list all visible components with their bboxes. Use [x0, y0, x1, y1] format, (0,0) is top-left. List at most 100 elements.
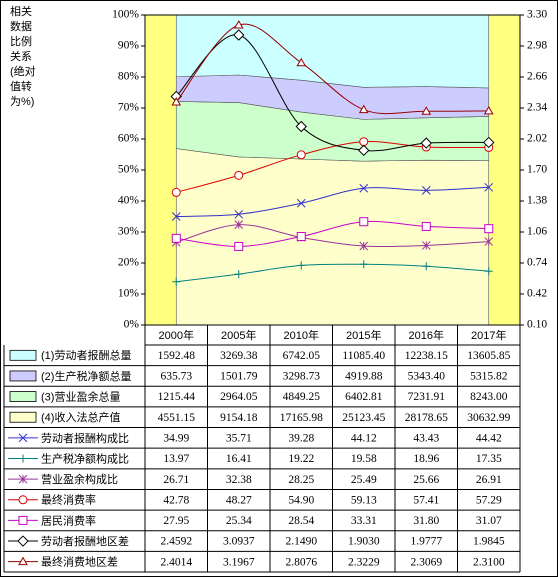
table-value: 16.41	[226, 453, 252, 465]
table-value: 17.35	[476, 453, 502, 465]
table-value: 3.0937	[223, 536, 255, 548]
marker	[233, 19, 244, 29]
table-value: 2.4014	[160, 556, 192, 568]
marker	[17, 535, 29, 547]
marker	[296, 232, 306, 242]
y-tick-label: 40%	[118, 195, 140, 207]
table-value: 12238.15	[405, 350, 448, 362]
table-value: 9154.18	[220, 412, 258, 424]
y-axis-label: 比例	[10, 34, 32, 48]
table-value: 4551.15	[158, 412, 196, 424]
legend-item: (1)劳动者报酬总量	[9, 348, 131, 362]
legend-label: 营业盈余构成比	[41, 472, 118, 486]
marker	[484, 237, 494, 246]
marker	[18, 433, 28, 443]
table-value: 13605.85	[467, 350, 510, 362]
table-value: 48.27	[226, 494, 252, 506]
marker	[18, 515, 28, 525]
y2-tick-label: 1.06	[527, 226, 547, 238]
table-value: 42.78	[163, 494, 189, 506]
y-tick-label: 30%	[118, 226, 140, 238]
y-axis-label: 关系	[10, 49, 32, 63]
table-value: 25.49	[351, 474, 377, 486]
marker	[234, 270, 243, 279]
legend-swatch	[9, 370, 37, 382]
table-value: 3298.73	[283, 371, 321, 383]
marker	[421, 106, 432, 115]
marker	[359, 183, 369, 193]
marker	[358, 144, 370, 157]
y-tick-label: 90%	[118, 40, 140, 52]
marker	[484, 224, 494, 234]
x-tick-label: 2010年	[284, 328, 319, 342]
marker	[421, 221, 431, 231]
x-tick-label: 2017年	[471, 328, 506, 342]
legend-item: 最终消费地区差	[8, 555, 118, 569]
marker	[296, 57, 307, 67]
x-tick-label: 2000年	[159, 328, 194, 342]
y-axis-label: 数据	[10, 19, 32, 33]
legend-item: (3)营业盈余总量	[9, 389, 120, 403]
marker	[233, 29, 245, 41]
table-value: 11085.40	[342, 350, 385, 362]
table-value: 1.9030	[348, 536, 380, 548]
legend-swatch	[9, 349, 37, 361]
table-value: 19.22	[288, 453, 314, 465]
legend-item: 劳动者报酬地区差	[8, 534, 129, 548]
table-value: 44.12	[351, 433, 377, 445]
y2-tick-label: 1.38	[527, 195, 547, 207]
legend-item: 最终消费率	[8, 493, 96, 507]
y-tick-label: 20%	[118, 257, 140, 269]
marker	[295, 120, 307, 133]
table-value: 31.07	[476, 515, 502, 527]
table-value: 27.95	[163, 515, 189, 527]
table-value: 5343.40	[408, 371, 446, 383]
y2-tick-label: 0.42	[527, 288, 547, 300]
legend-label: 居民消费率	[41, 513, 96, 527]
table-value: 2.8076	[285, 556, 317, 568]
legend-item: 生产税净额构成比	[8, 451, 129, 465]
legend-label: 生产税净额构成比	[41, 451, 129, 465]
table-value: 2.3100	[473, 556, 505, 568]
table-value: 28.54	[288, 515, 314, 527]
table-value: 635.73	[160, 371, 192, 383]
y2-tick-label: 0.74	[527, 257, 547, 269]
marker	[234, 241, 244, 251]
table-value: 39.28	[288, 433, 314, 445]
table-value: 5315.82	[470, 371, 508, 383]
legend-item: 劳动者报酬构成比	[8, 431, 129, 445]
marker	[359, 217, 369, 227]
table-value: 4919.88	[345, 371, 383, 383]
marker	[296, 198, 306, 208]
table-value: 57.41	[413, 494, 439, 506]
marker	[18, 495, 28, 505]
marker	[296, 150, 306, 160]
table-value: 6742.05	[283, 350, 321, 362]
y2-tick-label: 2.34	[527, 102, 547, 114]
legend-label: (4)收入法总产值	[41, 410, 120, 424]
table-value: 18.96	[413, 453, 439, 465]
y2-tick-label: 2.02	[527, 133, 547, 145]
table-value: 4849.25	[283, 391, 321, 403]
y-tick-label: 100%	[112, 9, 139, 21]
table-value: 44.42	[476, 433, 502, 445]
table-value: 33.31	[351, 515, 377, 527]
table-value: 30632.99	[467, 412, 510, 424]
marker	[484, 182, 494, 192]
table-value: 31.80	[413, 515, 439, 527]
legend-label: 劳动者报酬构成比	[41, 431, 129, 445]
marker	[359, 241, 369, 251]
marker	[18, 556, 28, 566]
legend-item: 居民消费率	[8, 513, 96, 527]
x-tick-label: 2015年	[346, 328, 381, 342]
table-value: 2.3069	[410, 556, 442, 568]
table-value: 2.3229	[348, 556, 380, 568]
y2-tick-label: 2.98	[527, 40, 547, 52]
x-tick-label: 2016年	[409, 328, 444, 342]
table-value: 34.99	[163, 433, 189, 445]
marker	[234, 170, 244, 180]
table-value: 25.34	[226, 515, 252, 527]
marker	[484, 267, 493, 276]
table-value: 1501.79	[220, 371, 258, 383]
